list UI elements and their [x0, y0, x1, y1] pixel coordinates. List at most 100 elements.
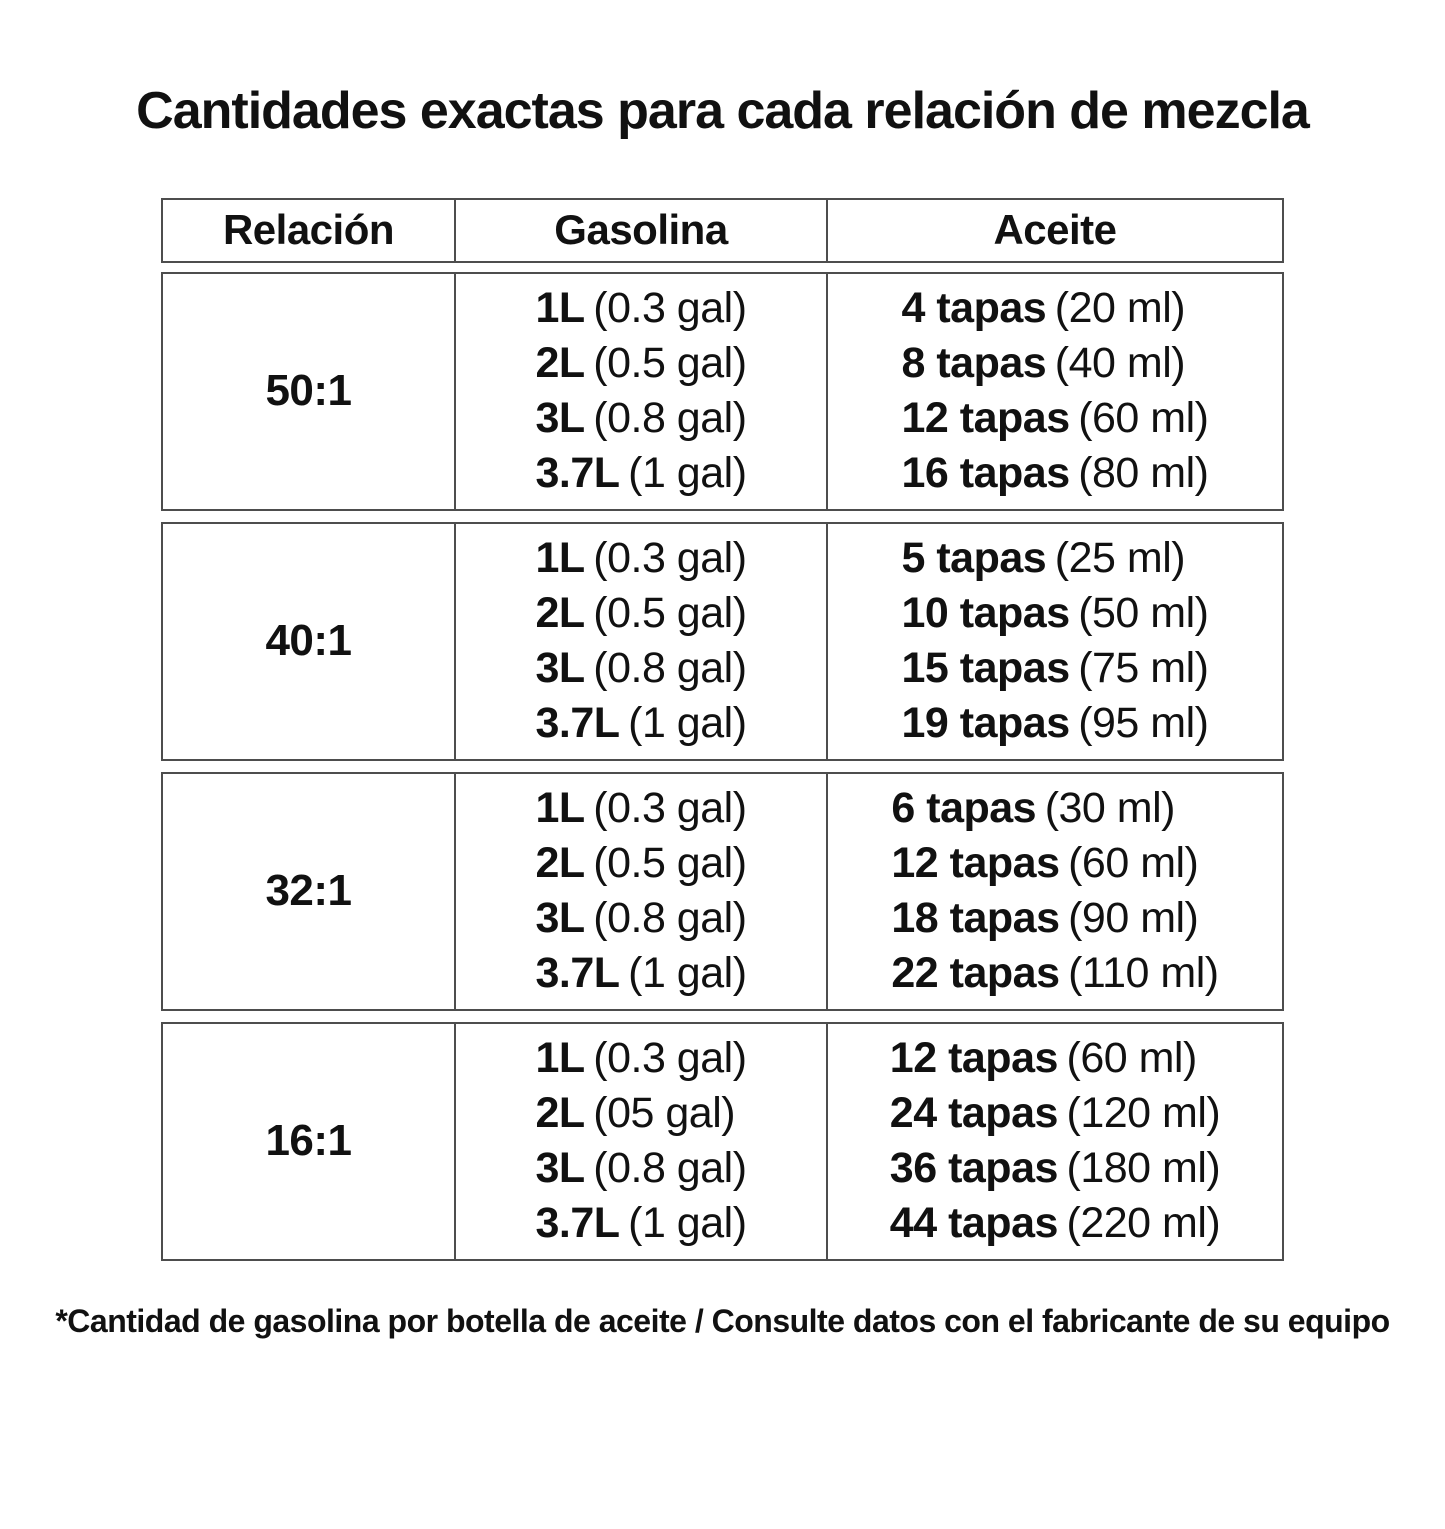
oil-taps: 24 tapas	[889, 1089, 1059, 1138]
gasoline-gal: (1 gal)	[628, 949, 747, 998]
gasoline-gal: (1 gal)	[628, 449, 747, 498]
oil-ml: (50 ml)	[1078, 589, 1209, 638]
table-header-row: Relación Gasolina Aceite	[161, 197, 1284, 263]
oil-ml: (95 ml)	[1078, 699, 1209, 748]
oil-cell: 5 tapas (25 ml) 10 tapas (50 ml) 15 tapas(…	[826, 523, 1282, 759]
gasoline-gal: (0.3 gal)	[593, 534, 747, 583]
oil-taps: 10 tapas	[901, 589, 1071, 638]
gasoline-gal: (0.8 gal)	[593, 644, 747, 693]
oil-cell: 6 tapas (30 ml) 12 tapas (60 ml) 18 tapas(…	[826, 773, 1282, 1009]
gasoline-amount: 3.7L	[535, 449, 620, 498]
oil-ml: (60 ml)	[1068, 839, 1199, 888]
oil-cell: 12 tapas (60 ml) 24 tapas (120 ml) 36 tapa…	[826, 1023, 1282, 1259]
oil-ml: (60 ml)	[1066, 1034, 1198, 1083]
oil-taps: 19 tapas	[901, 699, 1071, 748]
oil-taps: 5 tapas	[901, 534, 1047, 583]
oil-line: 22 tapas (110 ml)	[891, 946, 1219, 1001]
gasoline-amount: 1L	[535, 284, 585, 333]
gasoline-line: 1L (0.3 gal)	[535, 531, 747, 586]
oil-taps: 18 tapas	[891, 894, 1060, 943]
ratio-label: 32:1	[265, 866, 352, 916]
oil-taps: 44 tapas	[889, 1199, 1059, 1248]
oil-taps: 36 tapas	[889, 1144, 1059, 1193]
gasoline-line: 3.7L (1 gal)	[535, 946, 747, 1001]
oil-taps: 4 tapas	[901, 284, 1047, 333]
gasoline-amount: 3L	[535, 894, 585, 943]
gasoline-gal: (0.8 gal)	[593, 894, 747, 943]
gasoline-line: 2L (0.5 gal)	[535, 586, 747, 641]
gasoline-line: 3L (0.8 gal)	[535, 391, 747, 446]
oil-line: 10 tapas (50 ml)	[901, 586, 1210, 641]
gasoline-line: 2L (05 gal)	[535, 1086, 746, 1141]
gasoline-line: 1L (0.3 gal)	[535, 281, 747, 336]
header-relacion: Relación	[222, 206, 395, 254]
oil-ml: (120 ml)	[1066, 1089, 1221, 1138]
oil-line: 8 tapas (40 ml)	[902, 336, 1209, 391]
header-aceite: Aceite	[826, 199, 1282, 261]
oil-line: 16 tapas (80 ml)	[902, 446, 1210, 501]
footnote: *Cantidad de gasolina por botella de ace…	[55, 1302, 1390, 1339]
oil-taps: 6 tapas	[891, 784, 1037, 833]
gasoline-line: 2L (0.5 gal)	[535, 836, 747, 891]
gasoline-amount: 1L	[535, 1034, 585, 1083]
oil-line: 12 tapas (60 ml)	[891, 836, 1218, 891]
gasoline-line: 3.7L (1 gal)	[535, 1196, 747, 1251]
gasoline-line: 1L (0.3 gal)	[535, 781, 747, 836]
oil-ml: (110 ml)	[1068, 949, 1219, 998]
gasoline-amount: 3.7L	[535, 949, 620, 998]
oil-ml: (90 ml)	[1068, 894, 1199, 943]
oil-line: 6 tapas (30 ml)	[891, 781, 1218, 836]
gasoline-gal: (0.8 gal)	[593, 1144, 747, 1193]
gasoline-gal: (1 gal)	[628, 1199, 747, 1248]
oil-line: 24 tapas (120 ml)	[889, 1086, 1221, 1141]
oil-line: 18 tapas (90 ml)	[891, 891, 1218, 946]
oil-ml: (40 ml)	[1054, 339, 1186, 388]
gasoline-gal: (1 gal)	[628, 699, 747, 748]
gasoline-amount: 2L	[535, 1089, 585, 1138]
gasoline-amount: 3L	[535, 1144, 585, 1193]
oil-lines: 5 tapas (25 ml) 10 tapas (50 ml) 15 tapas(…	[901, 531, 1210, 751]
gasoline-gal: (0.5 gal)	[593, 839, 747, 888]
gasoline-amount: 2L	[535, 839, 585, 888]
gasoline-gal: (0.5 gal)	[593, 339, 747, 388]
gasoline-amount: 2L	[535, 589, 585, 638]
gasoline-amount: 3L	[535, 644, 585, 693]
gasoline-amount: 3.7L	[535, 699, 620, 748]
oil-ml: (80 ml)	[1078, 449, 1209, 498]
oil-line: 12 tapas (60 ml)	[901, 391, 1210, 446]
gasoline-gal: (0.3 gal)	[593, 784, 747, 833]
oil-lines: 12 tapas (60 ml) 24 tapas (120 ml) 36 tapa…	[889, 1031, 1221, 1251]
oil-lines: 6 tapas (30 ml) 12 tapas (60 ml) 18 tapas(…	[891, 781, 1219, 1001]
oil-line: 36 tapas (180 ml)	[889, 1141, 1221, 1196]
gasoline-line: 3.7L (1 gal)	[535, 696, 747, 751]
oil-cell: 4 tapas (20 ml) 8 tapas (40 ml) 12 tapas (6…	[826, 273, 1282, 509]
oil-taps: 22 tapas	[891, 949, 1060, 998]
ratio-label: 50:1	[265, 366, 352, 416]
gasoline-cell: 1L (0.3 gal) 2L (0.5 gal) 3L (0.8 gal) 3.7L…	[454, 773, 826, 1009]
gasoline-line: 3L (0.8 gal)	[535, 1141, 747, 1196]
gasoline-line: 3L (0.8 gal)	[535, 641, 747, 696]
oil-line: 12 tapas (60 ml)	[890, 1031, 1220, 1086]
gasoline-line: 2L (0.5 gal)	[535, 336, 747, 391]
oil-ml: (20 ml)	[1054, 284, 1186, 333]
gasoline-amount: 2L	[535, 339, 585, 388]
gasoline-lines: 1L (0.3 gal) 2L (0.5 gal) 3L (0.8 gal) 3.7L…	[535, 531, 747, 751]
ratio-block-50-1: 50:1 1L (0.3 gal) 2L (0.5 gal) 3L (0.8 gal)…	[161, 271, 1284, 511]
oil-taps: 15 tapas	[901, 644, 1071, 693]
oil-taps: 12 tapas	[901, 394, 1071, 443]
oil-line: 15 tapas (75 ml)	[901, 641, 1210, 696]
gasoline-gal: (0.8 gal)	[593, 394, 747, 443]
gasoline-line: 3.7L (1 gal)	[535, 446, 747, 501]
oil-ml: (30 ml)	[1044, 784, 1176, 833]
ratio-block-40-1: 40:1 1L (0.3 gal) 2L (0.5 gal) 3L (0.8 gal)…	[161, 521, 1284, 761]
gasoline-amount: 3.7L	[535, 1199, 620, 1248]
gasoline-gal: (05 gal)	[593, 1089, 736, 1138]
oil-taps: 12 tapas	[889, 1034, 1059, 1083]
gasoline-cell: 1L (0.3 gal) 2L (05 gal) 3L (0.8 gal) 3.7L(…	[454, 1023, 826, 1259]
oil-taps: 8 tapas	[901, 339, 1047, 388]
oil-taps: 12 tapas	[891, 839, 1060, 888]
oil-lines: 4 tapas (20 ml) 8 tapas (40 ml) 12 tapas (6…	[901, 281, 1210, 501]
oil-ml: (220 ml)	[1066, 1199, 1221, 1248]
gasoline-lines: 1L (0.3 gal) 2L (0.5 gal) 3L (0.8 gal) 3.7L…	[535, 781, 747, 1001]
gasoline-amount: 1L	[535, 784, 585, 833]
